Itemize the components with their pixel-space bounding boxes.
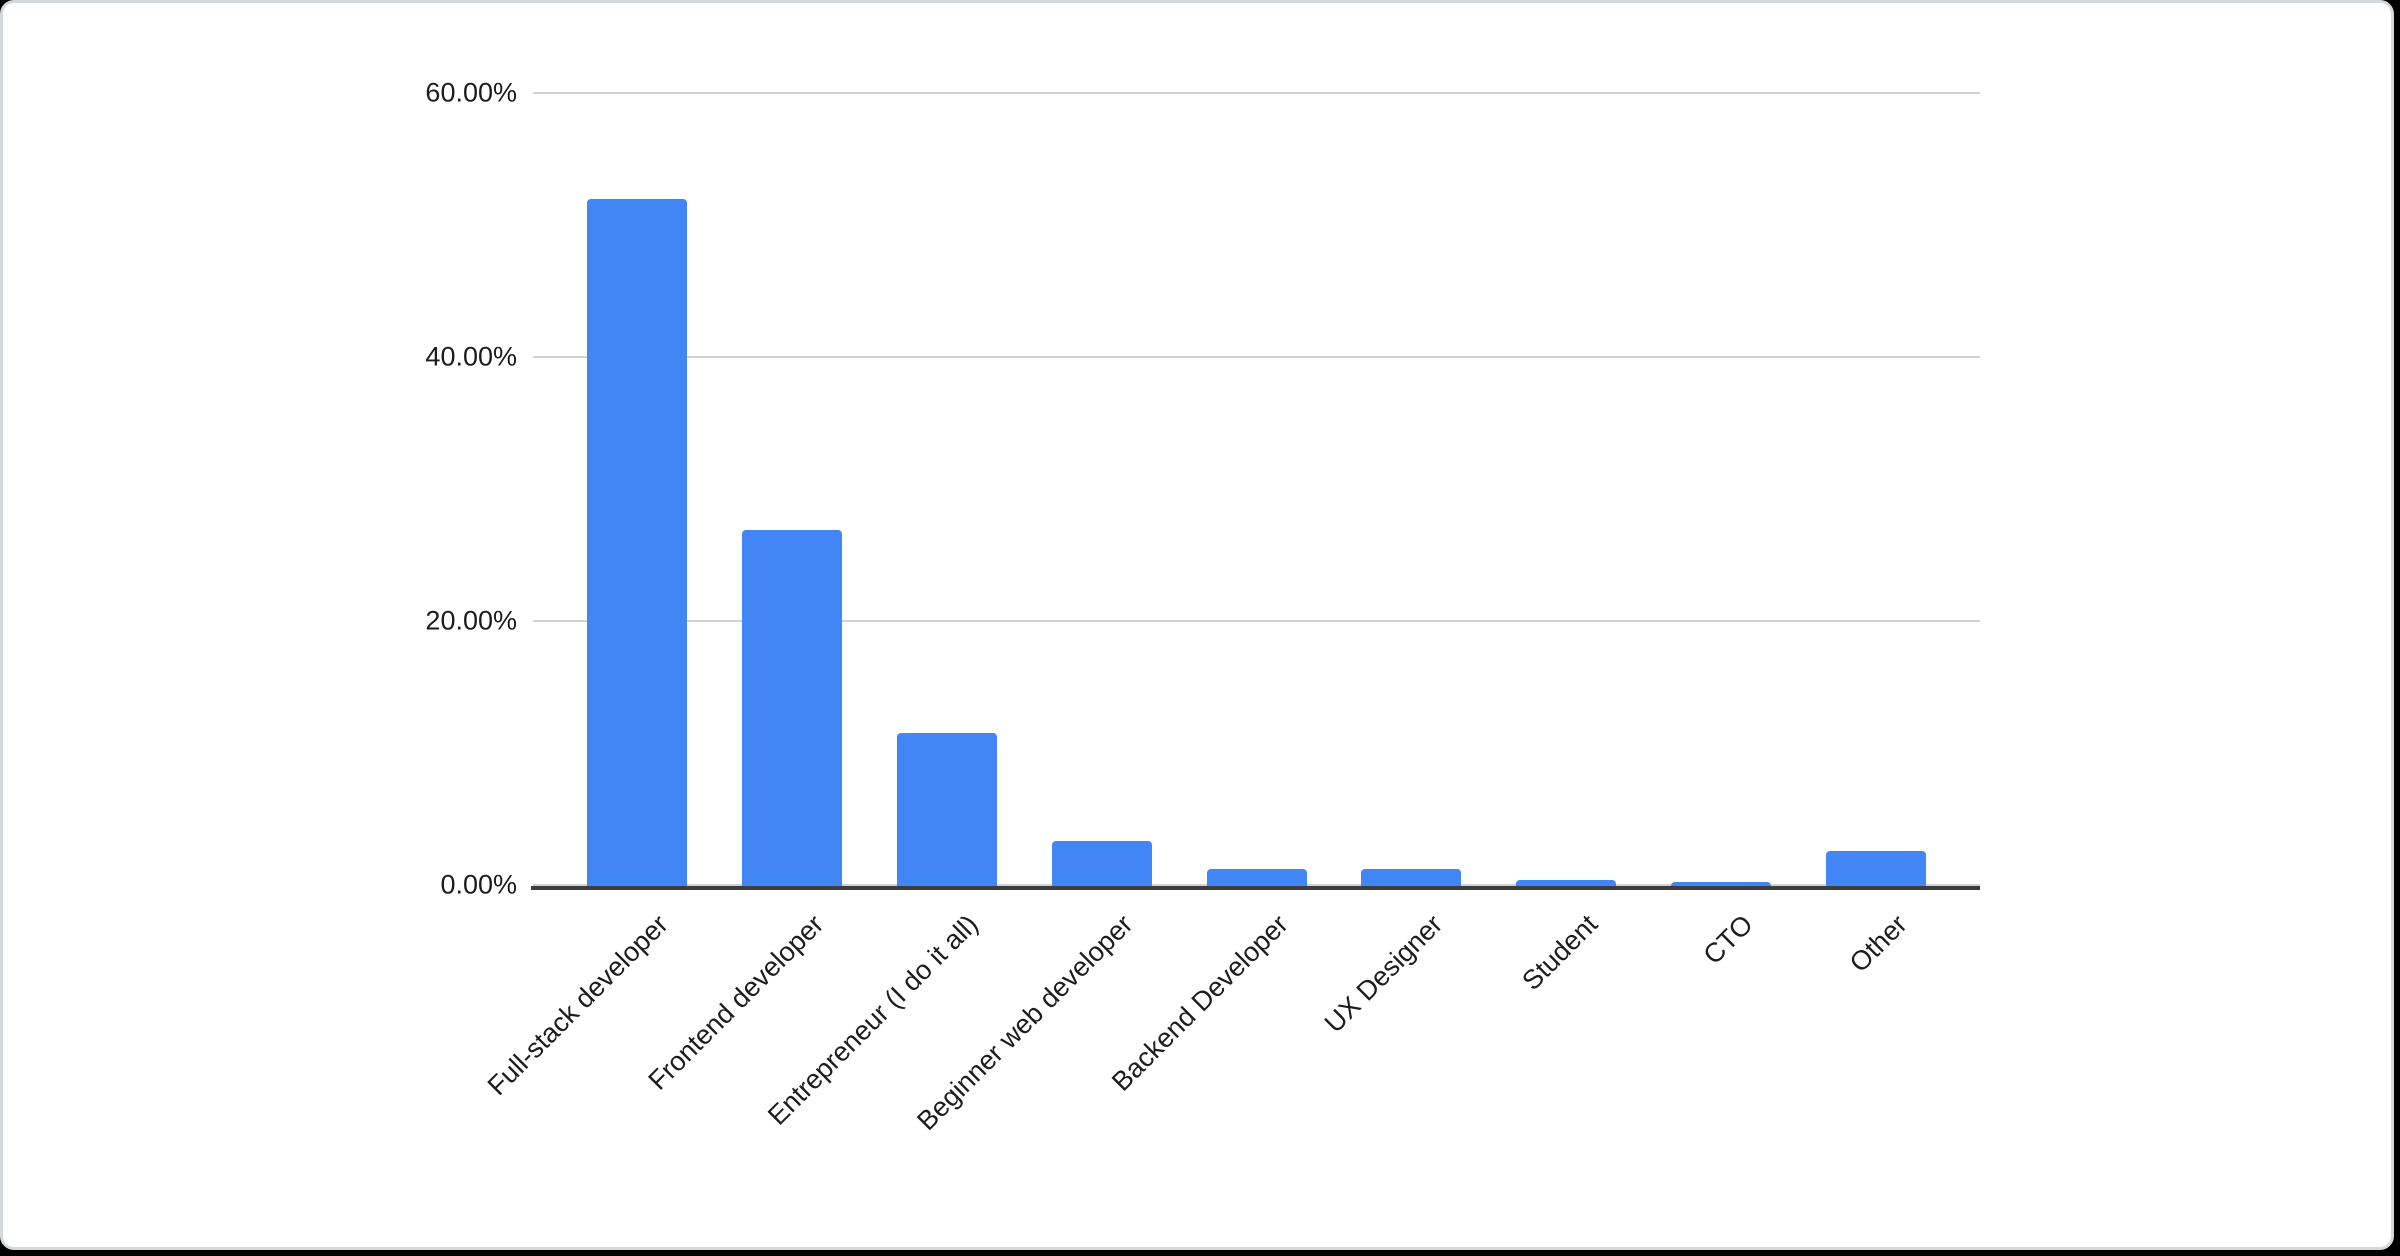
x-category-label: Other [1844,909,1914,978]
y-tick-label: 20.00% [425,605,517,636]
x-category-label: UX Designer [1319,909,1449,1039]
bar-beginner-web-developer [1051,841,1152,887]
gridline-60.00% [533,92,1980,94]
gridline-40.00% [533,356,1980,358]
x-axis-line [531,886,1980,890]
bar-other [1826,850,1926,887]
x-category-label: Backend Developer [1105,909,1294,1097]
gridline-20.00% [533,620,1980,622]
y-tick-label: 60.00% [425,77,517,108]
y-tick-label: 0.00% [440,869,517,900]
bar-student [1516,879,1617,887]
bar-backend-developer [1206,869,1307,887]
bar-full-stack-developer [587,198,687,887]
x-category-label: Student [1516,909,1604,997]
bar-chart: 0.00% 20.00% 40.00% 60.00% Full-stack devel… [3,3,2400,1256]
bar-entrepreneur-i-do-it-all- [896,733,997,887]
bar-cto [1671,882,1772,887]
x-category-label: CTO [1697,909,1759,971]
x-category-label: Frontend developer [642,909,830,1096]
bar-frontend-developer [741,529,842,887]
y-tick-label: 40.00% [425,341,517,372]
bar-ux-designer [1361,869,1462,887]
